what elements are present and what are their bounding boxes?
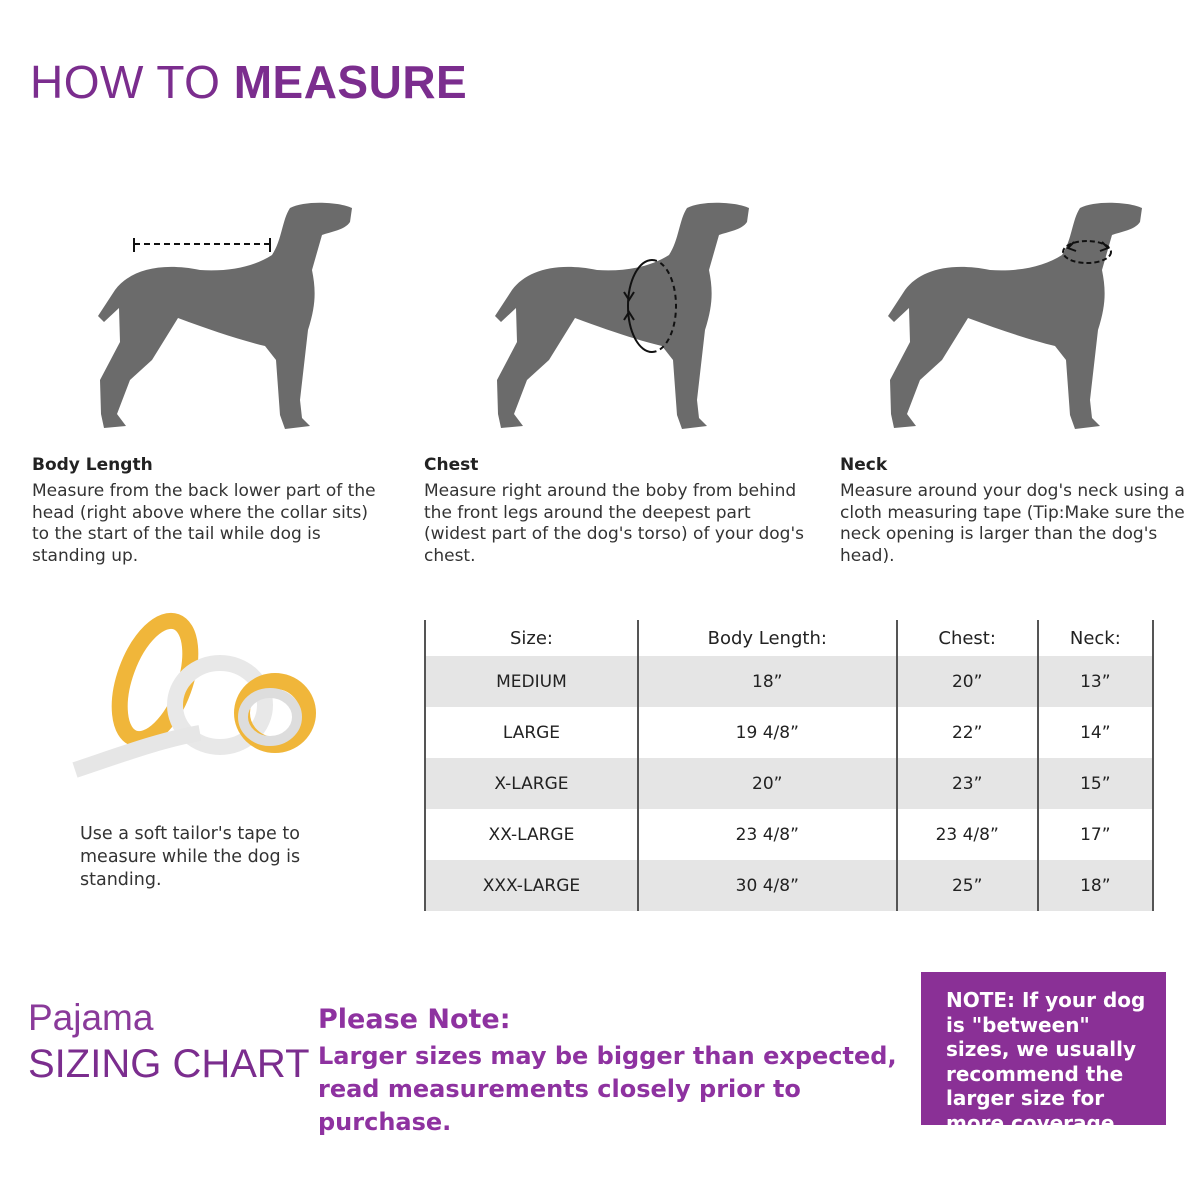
table-cell: 19 4/8” [636, 707, 898, 758]
table-cell: 25” [895, 860, 1039, 911]
measure-chest: Chest Measure right around the boby from… [424, 455, 804, 567]
table-cell: LARGE [424, 707, 639, 758]
column-header: Size: [424, 620, 639, 656]
measure-title: Chest [424, 455, 479, 475]
column-header: Body Length: [636, 620, 898, 656]
page-title: HOW TO MEASURE [30, 55, 467, 109]
table-row: MEDIUM 18” 20” 13” [424, 656, 1155, 707]
table-cell: XXX-LARGE [424, 860, 639, 911]
table-row: XX-LARGE 23 4/8” 23 4/8” 17” [424, 809, 1155, 860]
table-row: X-LARGE 20” 23” 15” [424, 758, 1155, 809]
table-cell: 30 4/8” [636, 860, 898, 911]
pajama-label: Pajama [28, 997, 154, 1038]
table-cell: 22” [895, 707, 1039, 758]
title-light: HOW TO [30, 56, 234, 108]
chest-loop-icon [623, 259, 677, 353]
measure-text: Measure from the back lower part of the … [32, 481, 376, 566]
note-heading: Please Note: [318, 1004, 511, 1035]
table-cell: 23 4/8” [895, 809, 1039, 860]
table-row: XXX-LARGE 30 4/8” 25” 18” [424, 860, 1155, 911]
measure-title: Body Length [32, 455, 153, 475]
measure-text: Measure right around the boby from behin… [424, 481, 804, 566]
neck-loop-icon [1062, 240, 1112, 264]
table-header-row: Size: Body Length: Chest: Neck: [424, 620, 1155, 656]
table-cell: 17” [1036, 809, 1155, 860]
measure-body-length: Body Length Measure from the back lower … [32, 455, 377, 567]
table-cell: X-LARGE [424, 758, 639, 809]
table-cell: 15” [1036, 758, 1155, 809]
dog-neck-illustration [880, 200, 1150, 440]
table-cell: 13” [1036, 656, 1155, 707]
table-cell: 18” [1036, 860, 1155, 911]
measure-title: Neck [840, 455, 888, 475]
column-header: Neck: [1036, 620, 1155, 656]
table-row: LARGE 19 4/8” 22” 14” [424, 707, 1155, 758]
title-bold: MEASURE [233, 56, 468, 108]
column-header: Chest: [895, 620, 1039, 656]
table-cell: MEDIUM [424, 656, 639, 707]
measuring-tape-image [72, 612, 316, 778]
sizing-chart-label: SIZING CHART [28, 1042, 310, 1086]
dashed-measure-line-icon [133, 238, 271, 252]
measure-neck: Neck Measure around your dog's neck usin… [840, 455, 1185, 567]
size-table: Size: Body Length: Chest: Neck: MEDIUM 18… [424, 620, 1155, 911]
table-cell: 23” [895, 758, 1039, 809]
table-cell: 18” [636, 656, 898, 707]
table-cell: XX-LARGE [424, 809, 639, 860]
recommendation-box: NOTE: If your dog is "between" sizes, we… [921, 972, 1166, 1135]
table-cell: 14” [1036, 707, 1155, 758]
table-cell: 20” [636, 758, 898, 809]
note-text: Larger sizes may be bigger than expected… [318, 1042, 897, 1136]
dog-body-length-illustration [90, 200, 360, 440]
table-cell: 20” [895, 656, 1039, 707]
measure-text: Measure around your dog's neck using a c… [840, 481, 1185, 566]
dog-chest-illustration [487, 200, 757, 440]
table-cell: 23 4/8” [636, 809, 898, 860]
tape-caption: Use a soft tailor's tape to measure whil… [80, 824, 301, 890]
